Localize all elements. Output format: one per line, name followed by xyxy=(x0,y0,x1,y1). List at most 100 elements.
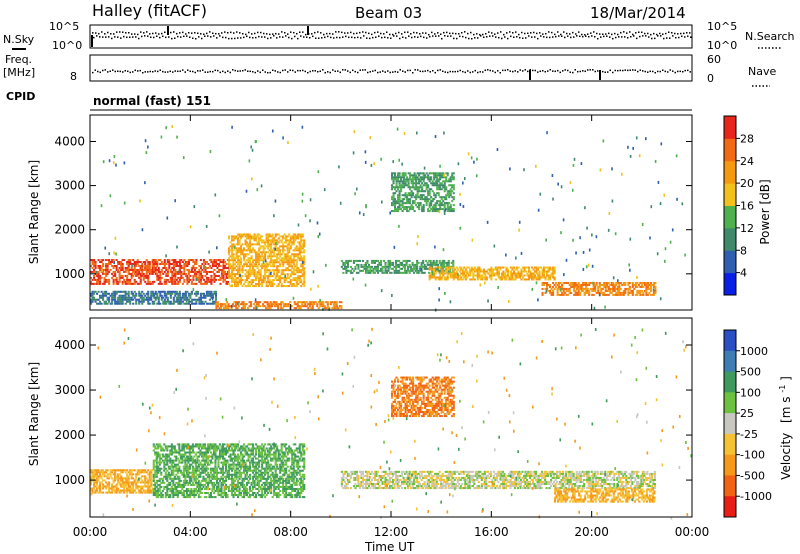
heatmap-cell xyxy=(476,270,479,273)
velocity-heatmap xyxy=(90,327,692,520)
nsearch-point xyxy=(117,36,119,38)
heatmap-cell xyxy=(271,285,274,288)
heatmap-cell xyxy=(136,479,139,482)
heatmap-cell xyxy=(103,471,106,474)
nsearch-point xyxy=(387,37,389,39)
heatmap-cell xyxy=(392,263,395,266)
heatmap-cell xyxy=(112,278,115,281)
heatmap-cell xyxy=(446,210,449,213)
heatmap-cell xyxy=(172,259,175,262)
heatmap-cell xyxy=(430,268,433,271)
heatmap-cell xyxy=(130,489,133,492)
heatmap-cell xyxy=(151,263,154,265)
heatmap-cell xyxy=(152,459,155,462)
heatmap-cell xyxy=(255,261,258,264)
heatmap-cell xyxy=(382,271,386,274)
heatmap-cell xyxy=(416,192,419,195)
heatmap-cell xyxy=(253,233,256,236)
heatmap-cell xyxy=(624,291,627,294)
heatmap-cell xyxy=(159,278,162,281)
freq-point xyxy=(257,70,259,72)
nsearch-point xyxy=(162,35,164,38)
freq-point xyxy=(647,71,649,73)
heatmap-cell xyxy=(301,301,304,304)
heatmap-cell xyxy=(233,305,236,308)
heatmap-cell xyxy=(401,210,404,213)
heatmap-cell xyxy=(249,257,252,260)
heatmap-cell xyxy=(295,255,298,258)
heatmap-cell xyxy=(93,278,96,281)
heatmap-cell xyxy=(230,255,234,258)
nsearch-point xyxy=(225,36,227,39)
heatmap-cell xyxy=(210,274,213,277)
heatmap-cell xyxy=(600,283,603,286)
heatmap-cell xyxy=(431,190,434,193)
heatmap-cell xyxy=(585,287,588,290)
heatmap-cell xyxy=(225,282,228,285)
heatmap-cell xyxy=(443,186,446,189)
heatmap-cell xyxy=(417,271,420,274)
heatmap-cell xyxy=(270,259,273,262)
heatmap-cell xyxy=(535,266,538,269)
heatmap-cell xyxy=(127,263,130,265)
heatmap-cell xyxy=(175,282,178,285)
heatmap-cell xyxy=(109,294,112,297)
heatmap-cell xyxy=(142,471,145,474)
heatmap-cell xyxy=(178,261,181,264)
heatmap-cell xyxy=(406,178,409,181)
heatmap-cell xyxy=(297,249,300,252)
heatmap-cell xyxy=(208,298,211,301)
heatmap-cell xyxy=(171,259,174,262)
heatmap-cell xyxy=(133,266,136,269)
heatmap-cell xyxy=(157,266,160,269)
heatmap-cell xyxy=(482,270,485,273)
heatmap-cell xyxy=(618,289,621,292)
heatmap-cell xyxy=(271,239,274,242)
heatmap-cell xyxy=(428,176,431,179)
heatmap-cell xyxy=(582,250,585,254)
heatmap-cell xyxy=(277,257,280,260)
heatmap-cell xyxy=(295,249,298,252)
heatmap-cell xyxy=(530,274,534,277)
heatmap-cell xyxy=(434,261,437,264)
heatmap-cell xyxy=(153,270,156,273)
nsky-point xyxy=(173,31,175,33)
heatmap-cell xyxy=(126,483,129,486)
nsky-point xyxy=(677,33,679,35)
heatmap-cell xyxy=(250,251,253,254)
heatmap-cell xyxy=(108,261,111,264)
power-heatmap xyxy=(90,125,686,312)
heatmap-cell xyxy=(612,276,615,280)
heatmap-cell xyxy=(524,266,528,269)
heatmap-cell xyxy=(141,469,144,472)
heatmap-cell xyxy=(129,473,132,476)
heatmap-cell xyxy=(283,279,286,282)
nsky-point xyxy=(413,31,415,34)
heatmap-cell xyxy=(295,259,298,262)
heatmap-cell xyxy=(230,275,234,278)
heatmap-cell xyxy=(340,301,343,304)
heatmap-cell xyxy=(216,274,219,277)
heatmap-cell xyxy=(463,276,466,279)
heatmap-cell xyxy=(264,275,267,278)
nsky-point xyxy=(461,31,463,34)
heatmap-cell xyxy=(105,259,108,262)
heatmap-cell xyxy=(271,235,274,238)
nsearch-point xyxy=(279,36,281,38)
heatmap-cell xyxy=(147,278,150,281)
nsearch-point xyxy=(618,36,620,38)
nsearch-point xyxy=(666,37,668,39)
heatmap-cell xyxy=(270,235,273,238)
heatmap-cell xyxy=(213,261,216,264)
heatmap-cell xyxy=(409,174,412,177)
freq-point xyxy=(649,70,651,73)
heatmap-cell xyxy=(530,278,534,281)
heatmap-cell xyxy=(172,274,175,277)
heatmap-cell xyxy=(565,289,568,292)
nsky-point xyxy=(599,33,601,35)
heatmap-cell xyxy=(216,259,219,262)
nsearch-point xyxy=(246,35,248,38)
heatmap-cell xyxy=(144,469,147,472)
nsky-point xyxy=(515,31,517,33)
heatmap-cell xyxy=(187,270,190,273)
